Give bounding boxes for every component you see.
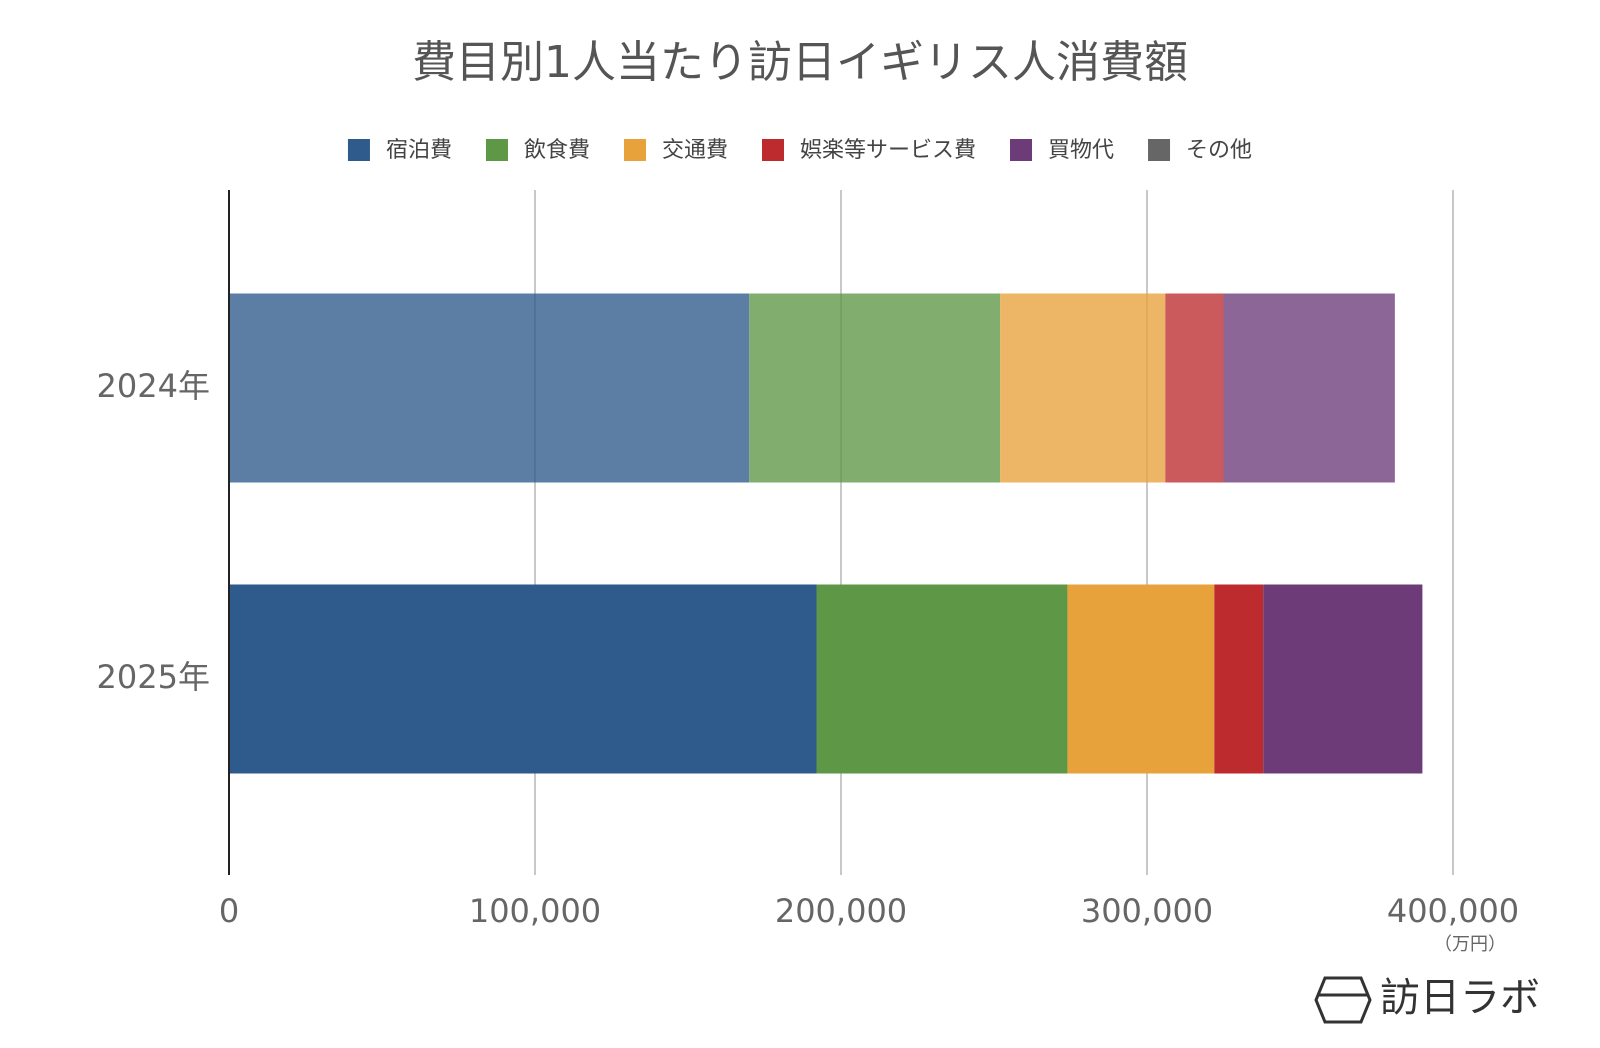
bar-segment [1165, 293, 1224, 483]
x-unit: （万円） [1434, 934, 1506, 955]
chart-title: 費目別1人当たり訪日イギリス人消費額 [412, 37, 1188, 88]
bar-segment [1214, 584, 1264, 774]
bar-segment [1223, 293, 1395, 483]
legend-swatch [1148, 139, 1171, 161]
watermark: 訪日ラボ [1380, 975, 1540, 1021]
x-tick-label: 300,000 [1081, 892, 1213, 930]
legend-swatch [347, 139, 370, 161]
legend-label: 買物代 [1048, 138, 1114, 163]
bar-segment [816, 584, 1068, 774]
logo: 訪日ラボ [1314, 975, 1540, 1024]
y-tick-label: 2025年 [97, 658, 210, 696]
legend: 宿泊費 飲食費 交通費 娯楽等サービス費 買物代 その他 [347, 138, 1252, 163]
legend-swatch [485, 139, 508, 161]
y-tick-label: 2024年 [97, 367, 210, 405]
bar-segment [1263, 584, 1423, 774]
legend-label: 交通費 [662, 138, 728, 163]
bar-segment [1067, 584, 1215, 774]
x-tick-label: 0 [219, 892, 239, 930]
x-tick-label: 200,000 [775, 892, 907, 930]
x-tick-label: 400,000 [1387, 892, 1519, 930]
bar-segment [749, 293, 1001, 483]
legend-label: 宿泊費 [386, 138, 452, 163]
bar-segment [1000, 293, 1166, 483]
legend-swatch [623, 139, 646, 161]
legend-swatch [762, 139, 784, 161]
bar-segment [229, 584, 817, 774]
x-tick-label: 100,000 [469, 892, 601, 930]
legend-label: その他 [1186, 138, 1252, 163]
bar-segment [229, 293, 750, 483]
legend-label: 飲食費 [524, 138, 590, 163]
logo-icon [1314, 976, 1372, 1024]
legend-swatch [1010, 139, 1033, 161]
legend-label: 娯楽等サービス費 [800, 138, 976, 163]
